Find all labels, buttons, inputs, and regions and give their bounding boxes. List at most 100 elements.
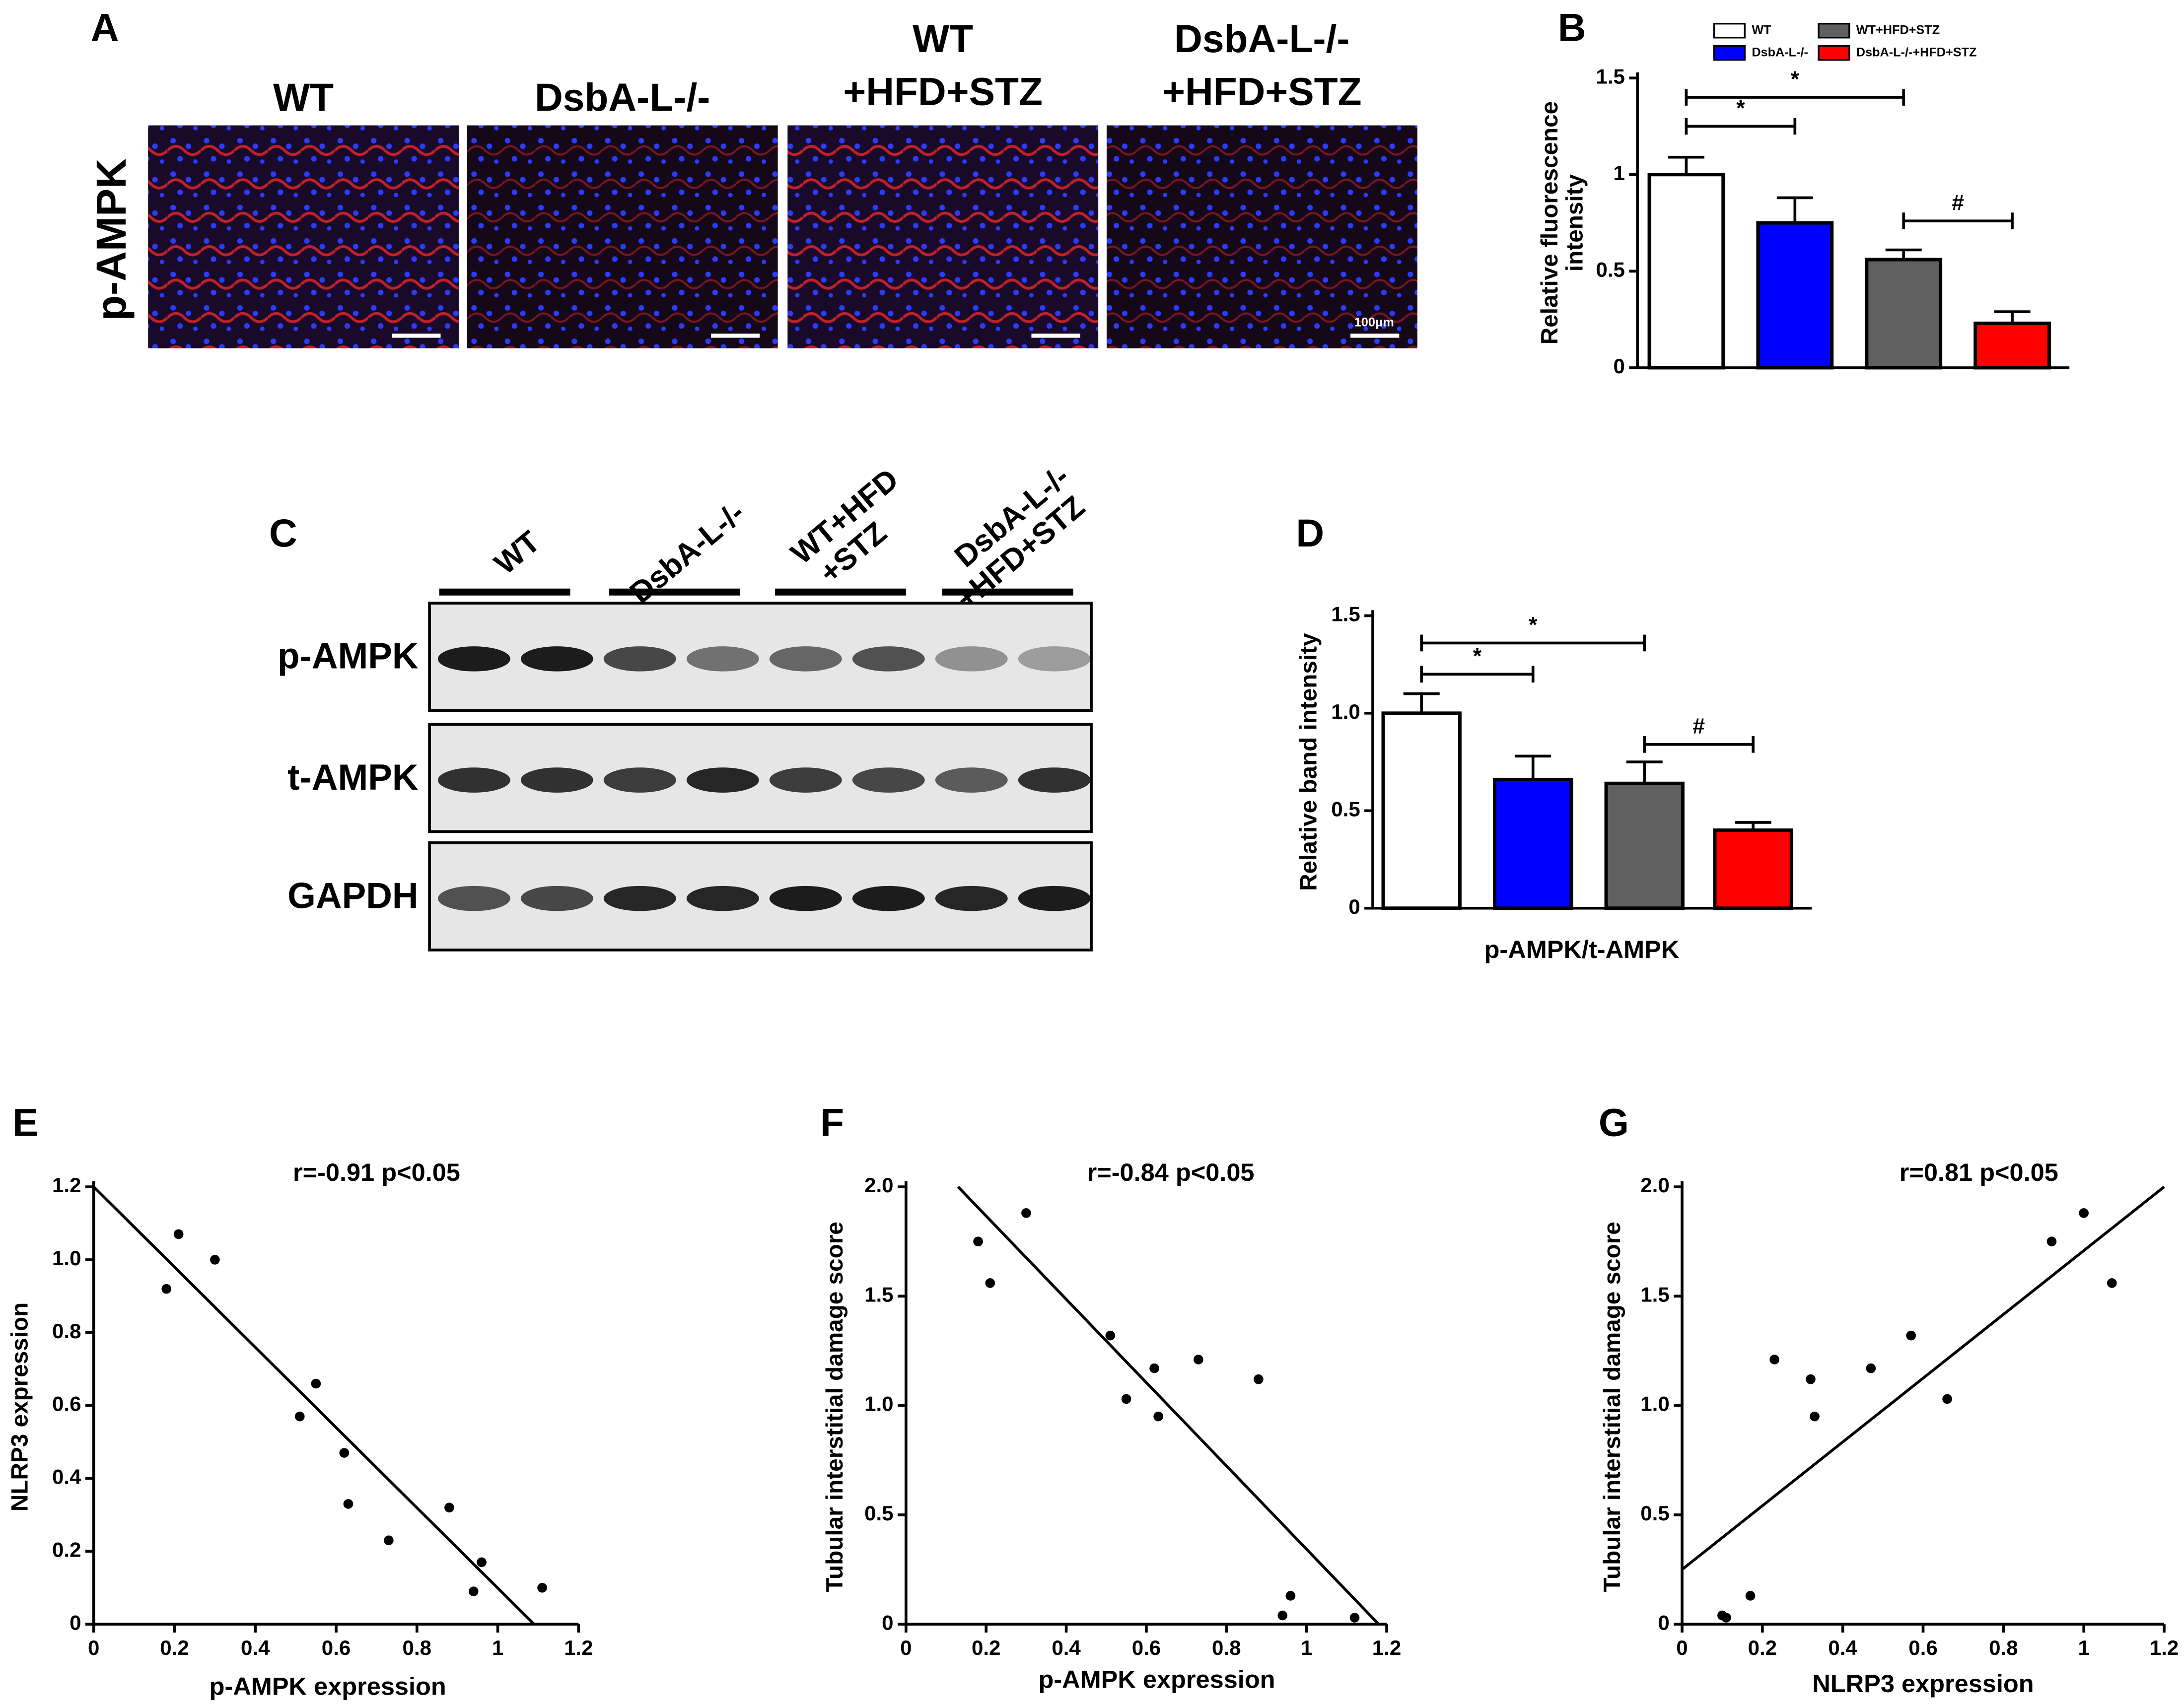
y-tick-label: 1.0: [52, 1246, 81, 1270]
band: [520, 886, 593, 911]
x-tick-label: 0.6: [322, 1636, 351, 1659]
point: [1942, 1394, 1952, 1404]
point: [985, 1278, 995, 1288]
y-tick-label: 1.0: [864, 1392, 894, 1416]
x-tick-label: 0.2: [972, 1636, 1001, 1659]
y-axis-label: Tubular interstitial damage score: [822, 1222, 848, 1592]
point: [1866, 1363, 1876, 1373]
micrograph: [787, 125, 1099, 348]
x-tick-label: 0.8: [403, 1636, 431, 1659]
x-tick-label: 1: [492, 1636, 503, 1659]
point: [477, 1557, 487, 1568]
band: [686, 886, 759, 911]
band: [437, 767, 510, 793]
y-tick-label: 1: [1614, 161, 1625, 185]
significance-mark: #: [1952, 190, 1964, 215]
x-tick-label: 1.2: [2150, 1636, 2179, 1659]
y-tick-label: 0.8: [52, 1319, 81, 1343]
y-tick-label: 0.6: [52, 1392, 81, 1416]
axis: [92, 1181, 579, 1626]
significance-bracket: [1685, 89, 1905, 106]
column-title: +HFD+STZ: [843, 70, 1043, 114]
x-tick-label: 0.2: [160, 1636, 189, 1659]
x-axis-label: p-AMPK expression: [210, 1672, 446, 1701]
point: [2079, 1208, 2089, 1218]
bar: [1713, 828, 1793, 910]
significance-bracket: [1420, 666, 1535, 683]
correlation-annotation: r=-0.91 p<0.05: [293, 1158, 460, 1186]
blot-row-label: p-AMPK: [278, 636, 419, 677]
band: [520, 767, 593, 793]
point: [1105, 1330, 1116, 1341]
y-tick-label: 1.5: [864, 1283, 894, 1306]
band: [935, 886, 1008, 911]
x-tick-label: 0.4: [1828, 1636, 1857, 1659]
panel-a: A p-AMPK WT DsbA-L-/- WT +HFD+STZ DsbA-L-/- +…: [88, 5, 1417, 348]
fit-line: [1681, 1185, 2165, 1571]
legend-swatch: [1818, 23, 1850, 39]
significance-bracket: [1643, 736, 1755, 753]
bar: [1973, 321, 2051, 370]
blot-row-label: t-AMPK: [287, 757, 418, 798]
band: [935, 646, 1008, 672]
panel-letter: D: [1296, 511, 1324, 555]
y-axis-label: Relative band intensity: [1295, 633, 1322, 891]
bar: [1381, 711, 1462, 910]
bar: [1756, 221, 1834, 370]
band: [852, 886, 925, 911]
x-tick-label: 0: [900, 1636, 912, 1659]
legend-swatch: [1713, 23, 1746, 39]
x-tick-label: 0.4: [241, 1636, 270, 1659]
point: [173, 1229, 184, 1239]
legend-swatch: [1713, 45, 1746, 61]
point: [1769, 1355, 1779, 1364]
significance-bracket: [1902, 212, 2014, 229]
bar: [1604, 781, 1685, 910]
point: [973, 1236, 983, 1247]
panel-letter: F: [820, 1100, 844, 1144]
y-tick-label: 1.5: [1331, 603, 1360, 626]
lane-label: WT: [488, 524, 547, 581]
band: [935, 767, 1008, 793]
x-tick-label: 0: [88, 1636, 99, 1659]
y-tick-label: 0.4: [52, 1465, 81, 1489]
scale-label: 100μm: [1354, 316, 1394, 330]
panel-c: C WT DsbA-L-/- WT+HFD+STZ DsbA-L-/-+HFD+STZ…: [269, 459, 1093, 952]
micrograph: [148, 125, 459, 348]
point: [294, 1411, 305, 1422]
point: [1153, 1411, 1163, 1422]
x-axis-label: NLRP3 expression: [1812, 1669, 2034, 1698]
chart-g: G 0 0.5 1.0 1.5 2.0 Tubular interstitial damag…: [1599, 1100, 2179, 1698]
point: [1254, 1374, 1264, 1384]
bar: [1865, 258, 1943, 370]
y-tick-label: 0: [1658, 1611, 1669, 1634]
significance-mark: #: [1692, 713, 1705, 739]
row-label: p-AMPK: [88, 158, 135, 321]
y-tick-label: 2.0: [1640, 1173, 1670, 1197]
x-tick-label: 0.4: [1052, 1636, 1081, 1659]
legend-label: DsbA-L-/-: [1752, 45, 1808, 59]
band: [437, 646, 510, 672]
legend-swatch: [1818, 45, 1850, 61]
band: [769, 767, 842, 793]
axis: [1681, 1181, 2165, 1626]
column-title: DsbA-L-/-: [535, 75, 710, 119]
point: [1285, 1591, 1296, 1601]
significance-mark: *: [1473, 643, 1482, 668]
point: [537, 1582, 547, 1593]
y-tick-label: 0: [1614, 354, 1625, 378]
micrograph: [1106, 125, 1417, 348]
x-tick-label: 1.2: [1372, 1636, 1401, 1659]
band: [603, 886, 676, 911]
band: [769, 646, 842, 672]
significance-bracket: [1685, 118, 1797, 135]
point: [468, 1586, 479, 1596]
panel-letter: G: [1599, 1100, 1629, 1144]
legend-label: WT+HFD+STZ: [1856, 23, 1940, 37]
blot-row-label: GAPDH: [287, 876, 418, 916]
x-axis-label: p-AMPK/t-AMPK: [1484, 935, 1680, 963]
band: [1018, 646, 1091, 672]
bar: [1647, 173, 1725, 370]
y-tick-label: 0.5: [1331, 797, 1360, 820]
